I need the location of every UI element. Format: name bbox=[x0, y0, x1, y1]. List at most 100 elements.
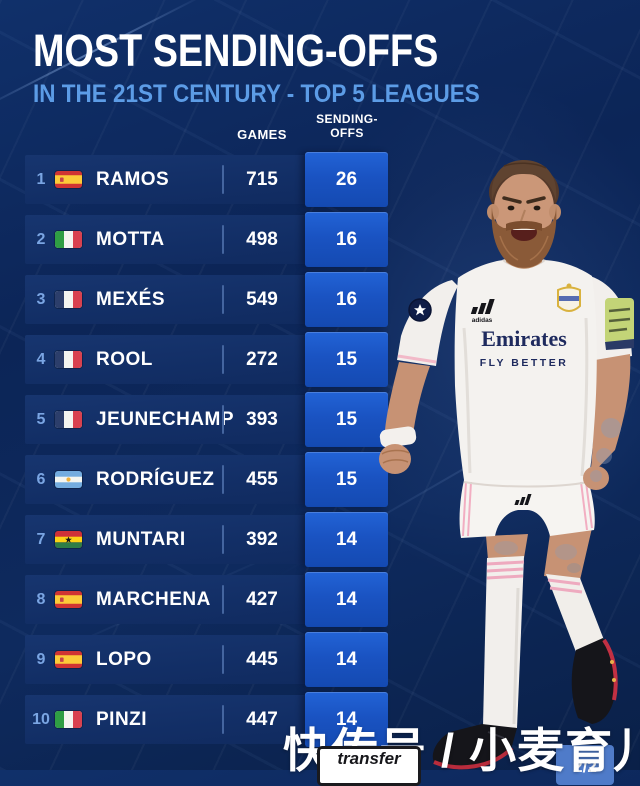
sending-offs-value: 15 bbox=[335, 409, 358, 430]
player-name: ROOL bbox=[96, 349, 153, 370]
column-divider bbox=[222, 285, 224, 314]
player-hair bbox=[491, 160, 557, 200]
spain-flag-icon bbox=[55, 591, 82, 608]
table-row: 3 MEXÉS 549 16 bbox=[25, 272, 388, 327]
player-photo: adidas Emirates FLY BETTER bbox=[368, 128, 640, 770]
sending-offs-value: 14 bbox=[335, 649, 358, 670]
sending-offs-value: 14 bbox=[335, 589, 358, 610]
table-row: 6 RODRÍGUEZ 455 15 bbox=[25, 452, 388, 507]
table-row: 5 JEUNECHAMP 393 15 bbox=[25, 392, 388, 447]
games-value: 272 bbox=[246, 349, 278, 370]
player-name: MEXÉS bbox=[96, 289, 166, 310]
rank-label: 3 bbox=[36, 291, 46, 308]
player-hand bbox=[583, 466, 609, 490]
sending-offs-value: 16 bbox=[335, 289, 358, 310]
table-row: 2 MOTTA 498 16 bbox=[25, 212, 388, 267]
player-figure: adidas Emirates FLY BETTER bbox=[379, 160, 634, 770]
sending-offs-cell: 15 bbox=[305, 452, 388, 507]
column-divider bbox=[222, 405, 224, 434]
sending-offs-cell: 15 bbox=[305, 392, 388, 447]
sending-offs-header-line1: SENDING- bbox=[316, 112, 378, 126]
sending-offs-cell: 14 bbox=[305, 632, 388, 687]
player-name: PINZI bbox=[96, 709, 148, 730]
sending-offs-cell: 26 bbox=[305, 152, 388, 207]
games-value: 455 bbox=[246, 469, 278, 490]
games-value: 392 bbox=[246, 529, 278, 550]
column-divider bbox=[222, 225, 224, 254]
games-value: 715 bbox=[246, 169, 278, 190]
player-name: RODRÍGUEZ bbox=[96, 469, 215, 490]
emirates-sponsor-text: Emirates bbox=[481, 326, 567, 351]
player-fist bbox=[379, 444, 411, 474]
rank-label: 1 bbox=[36, 171, 46, 188]
rank-label: 8 bbox=[36, 591, 46, 608]
ranking-table: 1 RAMOS 715 26 2 MOTTA 498 16 3 MEXÉS 54… bbox=[25, 152, 388, 755]
rank-label: 6 bbox=[36, 471, 46, 488]
france-flag-icon bbox=[55, 291, 82, 308]
sending-offs-cell: 14 bbox=[305, 692, 388, 747]
transfer-logo-text: transfer bbox=[337, 749, 401, 768]
column-divider bbox=[222, 465, 224, 494]
sponsor-tagline-text: FLY BETTER bbox=[480, 357, 569, 369]
page-title: MOST SENDING-OFFS bbox=[33, 25, 439, 76]
table-row: 8 MARCHENA 427 14 bbox=[25, 572, 388, 627]
page-subtitle: IN THE 21ST CENTURY - TOP 5 LEAGUES bbox=[33, 80, 480, 108]
adidas-wordmark: adidas bbox=[472, 317, 493, 324]
player-name: MUNTARI bbox=[96, 529, 186, 550]
france-flag-icon bbox=[55, 351, 82, 368]
right-sock bbox=[546, 574, 604, 652]
rank-label: 10 bbox=[32, 711, 50, 728]
column-divider bbox=[222, 165, 224, 194]
player-name: MARCHENA bbox=[96, 589, 211, 610]
rank-label: 2 bbox=[36, 231, 46, 248]
transfer-logo: transfer bbox=[317, 746, 421, 786]
games-value: 549 bbox=[246, 289, 278, 310]
sending-offs-cell: 14 bbox=[305, 572, 388, 627]
player-name: MOTTA bbox=[96, 229, 165, 250]
sending-offs-header-line2: OFFS bbox=[330, 126, 364, 140]
france-flag-icon bbox=[55, 411, 82, 428]
rank-label: 9 bbox=[36, 651, 46, 668]
shorts-adidas-logo-icon bbox=[514, 494, 532, 505]
argentina-flag-icon bbox=[55, 471, 82, 488]
spain-flag-icon bbox=[55, 651, 82, 668]
italy-flag-icon bbox=[55, 711, 82, 728]
sending-offs-value: 14 bbox=[335, 709, 358, 730]
column-divider bbox=[222, 345, 224, 374]
column-divider bbox=[222, 525, 224, 554]
table-row: 4 ROOL 272 15 bbox=[25, 332, 388, 387]
table-row: 7 MUNTARI 392 14 bbox=[25, 512, 388, 567]
player-name: JEUNECHAMP bbox=[96, 409, 235, 430]
column-divider bbox=[222, 585, 224, 614]
player-shorts bbox=[459, 480, 595, 538]
games-value: 393 bbox=[246, 409, 278, 430]
right-boot bbox=[571, 638, 616, 724]
sending-offs-cell: 14 bbox=[305, 512, 388, 567]
games-column-header: GAMES bbox=[237, 127, 287, 142]
games-value: 447 bbox=[246, 709, 278, 730]
italy-flag-icon bbox=[55, 231, 82, 248]
player-name: LOPO bbox=[96, 649, 152, 670]
sending-offs-value: 15 bbox=[335, 349, 358, 370]
player-jersey bbox=[454, 260, 597, 480]
spain-flag-icon bbox=[55, 171, 82, 188]
sending-offs-value: 26 bbox=[335, 169, 358, 190]
sending-offs-value: 16 bbox=[335, 229, 358, 250]
player-name: RAMOS bbox=[96, 169, 170, 190]
table-row: 9 LOPO 445 14 bbox=[25, 632, 388, 687]
column-divider bbox=[222, 705, 224, 734]
ucl-starball-badge-icon bbox=[408, 298, 432, 322]
table-row: 10 PINZI 447 14 bbox=[25, 692, 388, 747]
rank-label: 7 bbox=[36, 531, 46, 548]
games-value: 498 bbox=[246, 229, 278, 250]
rank-label: 5 bbox=[36, 411, 46, 428]
sending-offs-value: 14 bbox=[335, 529, 358, 550]
sending-offs-cell: 16 bbox=[305, 272, 388, 327]
table-row: 1 RAMOS 715 26 bbox=[25, 152, 388, 207]
club-crest-icon bbox=[557, 283, 581, 312]
column-divider bbox=[222, 645, 224, 674]
rank-label: 4 bbox=[36, 351, 46, 368]
games-value: 427 bbox=[246, 589, 278, 610]
wristband bbox=[379, 426, 417, 448]
player-head bbox=[487, 160, 561, 268]
